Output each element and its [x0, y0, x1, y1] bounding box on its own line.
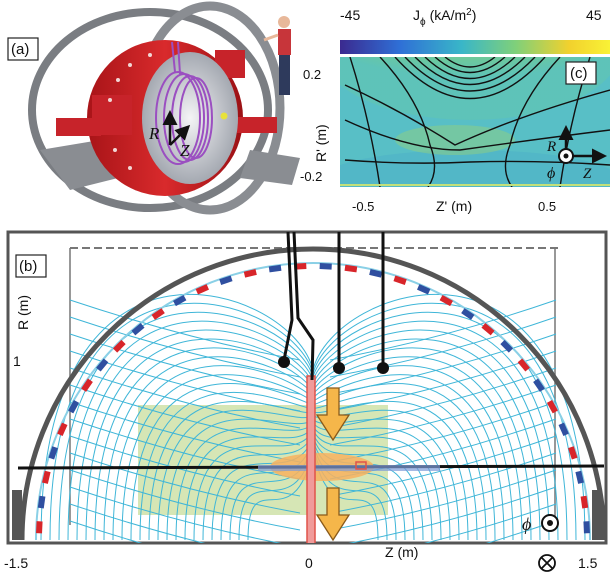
- panel-a: R Z (a): [7, 1, 300, 215]
- coil-red: [36, 521, 43, 534]
- coil-red: [568, 446, 578, 460]
- coil-blue: [533, 378, 545, 392]
- coil-blue: [558, 422, 569, 437]
- b-otimes-symbol: [538, 554, 556, 572]
- coil-red: [481, 323, 495, 336]
- field-line: [69, 401, 557, 463]
- panel-b-label-box: [15, 254, 47, 278]
- c-xtick-right: 0.5: [538, 199, 556, 214]
- panel-c: -45 Jϕ (kA/m2) 45: [300, 7, 610, 214]
- coil-red: [439, 295, 454, 307]
- coil-red: [112, 339, 126, 353]
- coil-blue: [131, 323, 145, 336]
- c-label-phi: ϕ: [547, 165, 555, 182]
- coil-blue: [461, 308, 475, 320]
- field-line: [69, 350, 557, 412]
- panel-b-label: (b): [19, 258, 37, 275]
- colorbar-max-label: 45: [586, 7, 602, 23]
- person-figure: [263, 16, 291, 95]
- flow-arrow-lower: [315, 487, 351, 542]
- label-Z: Z: [180, 141, 190, 160]
- panel-a-label-box: [7, 37, 39, 61]
- coil-blue: [68, 399, 80, 414]
- field-line: [69, 469, 557, 531]
- field-line: [69, 503, 557, 543]
- coil-red: [81, 378, 93, 392]
- coil-red: [546, 399, 558, 414]
- coil-blue: [500, 339, 514, 353]
- coil-blue: [96, 358, 109, 372]
- coil-blue: [172, 295, 187, 307]
- coil-blue: [575, 470, 584, 484]
- c-label-R: R: [546, 139, 556, 155]
- panel-b: ϕ (b) R (m) 1 -1.5 0 Z (m) 1.5: [4, 230, 608, 572]
- panel-a-label: (a): [11, 41, 29, 58]
- coil-blue: [369, 269, 383, 278]
- coil-blue: [268, 264, 282, 273]
- field-line: [69, 452, 557, 514]
- colorbar-min-label: -45: [340, 7, 360, 23]
- coil-blue: [37, 495, 46, 509]
- field-line: [69, 384, 557, 446]
- arrow-Z: [169, 124, 191, 146]
- probe-red: [306, 375, 316, 543]
- panel-c-label: (c): [570, 65, 588, 82]
- coil-red: [243, 269, 257, 278]
- b-label-phi: ϕ: [522, 514, 531, 534]
- coil-red: [393, 275, 407, 285]
- field-line: [69, 299, 557, 361]
- coil-blue: [219, 275, 233, 285]
- coil-red: [344, 264, 358, 273]
- c-label-Z: Z: [583, 166, 592, 182]
- coil-red: [42, 470, 51, 484]
- colorbar: [340, 40, 610, 54]
- b-ytick-1: 1: [13, 353, 21, 369]
- b-xtick-right: 1.5: [578, 555, 598, 571]
- field-line: [69, 486, 557, 543]
- label-R: R: [148, 124, 160, 143]
- field-line: [69, 435, 557, 497]
- coil-blue: [48, 446, 58, 460]
- c-xlabel: Z' (m): [436, 198, 472, 214]
- coil-blue: [416, 284, 431, 295]
- coil-blue: [583, 521, 590, 534]
- coil-array: [36, 263, 590, 534]
- c-ytick-top: 0.2: [303, 67, 321, 82]
- flux-contours: [344, 57, 610, 187]
- field-line: [69, 316, 557, 378]
- coil-red: [195, 284, 210, 295]
- c-xtick-left: -0.5: [352, 199, 374, 214]
- field-line: [69, 367, 557, 429]
- b-ylabel: R (m): [15, 295, 31, 330]
- panel-c-label-box: [565, 61, 597, 85]
- coil-red: [517, 358, 530, 372]
- coil-blue: [319, 263, 332, 270]
- helmholtz-coil-left: [28, 8, 272, 212]
- b-xlabel: Z (m): [385, 544, 418, 560]
- coil-red: [57, 422, 68, 437]
- internal-coils: [155, 41, 213, 165]
- chamber-wall: [19, 246, 606, 541]
- c-ylabel: R' (m): [313, 124, 329, 162]
- field-line: [69, 520, 557, 543]
- probe-shafts: [282, 232, 385, 381]
- coil-red: [151, 308, 165, 320]
- coil-red: [294, 263, 307, 270]
- colorbar-title: Jϕ (kA/m2): [413, 7, 476, 28]
- c-ytick-bottom: -0.2: [300, 169, 322, 184]
- chamber-interior: [142, 52, 238, 184]
- b-xtick-left: -1.5: [4, 555, 28, 571]
- flow-arrow-upper: [315, 387, 351, 442]
- b-xtick-mid: 0: [305, 555, 313, 571]
- coil-red: [580, 495, 589, 509]
